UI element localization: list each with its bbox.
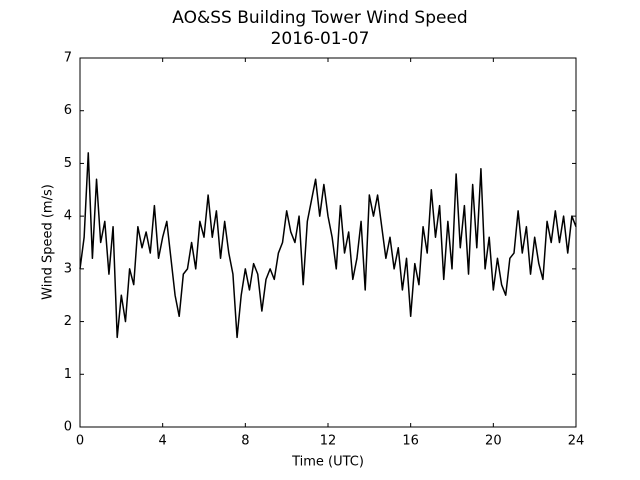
data-line (79, 152, 577, 339)
y-tick-label: 4 (64, 209, 72, 224)
x-tick-label: 12 (320, 434, 337, 449)
x-tick-label: 8 (241, 434, 249, 449)
y-tick-label: 5 (64, 156, 72, 171)
chart-title: AO&SS Building Tower Wind Speed (172, 8, 467, 28)
y-tick-label: 1 (64, 367, 72, 382)
x-tick-label: 0 (76, 434, 84, 449)
x-tick-label: 16 (402, 434, 419, 449)
y-tick-label: 2 (64, 314, 72, 329)
chart-subtitle: 2016-01-07 (271, 29, 370, 49)
plot-frame (79, 57, 577, 428)
y-axis-label: Wind Speed (m/s) (41, 184, 56, 300)
y-tick-label: 7 (64, 51, 72, 66)
y-tick-label: 3 (64, 261, 72, 276)
x-tick-label: 4 (159, 434, 167, 449)
x-tick-label: 20 (485, 434, 502, 449)
x-axis-label: Time (UTC) (291, 455, 364, 470)
y-tick-label: 0 (64, 420, 72, 435)
x-tick-label: 24 (568, 434, 585, 449)
y-tick-label: 6 (64, 103, 72, 118)
